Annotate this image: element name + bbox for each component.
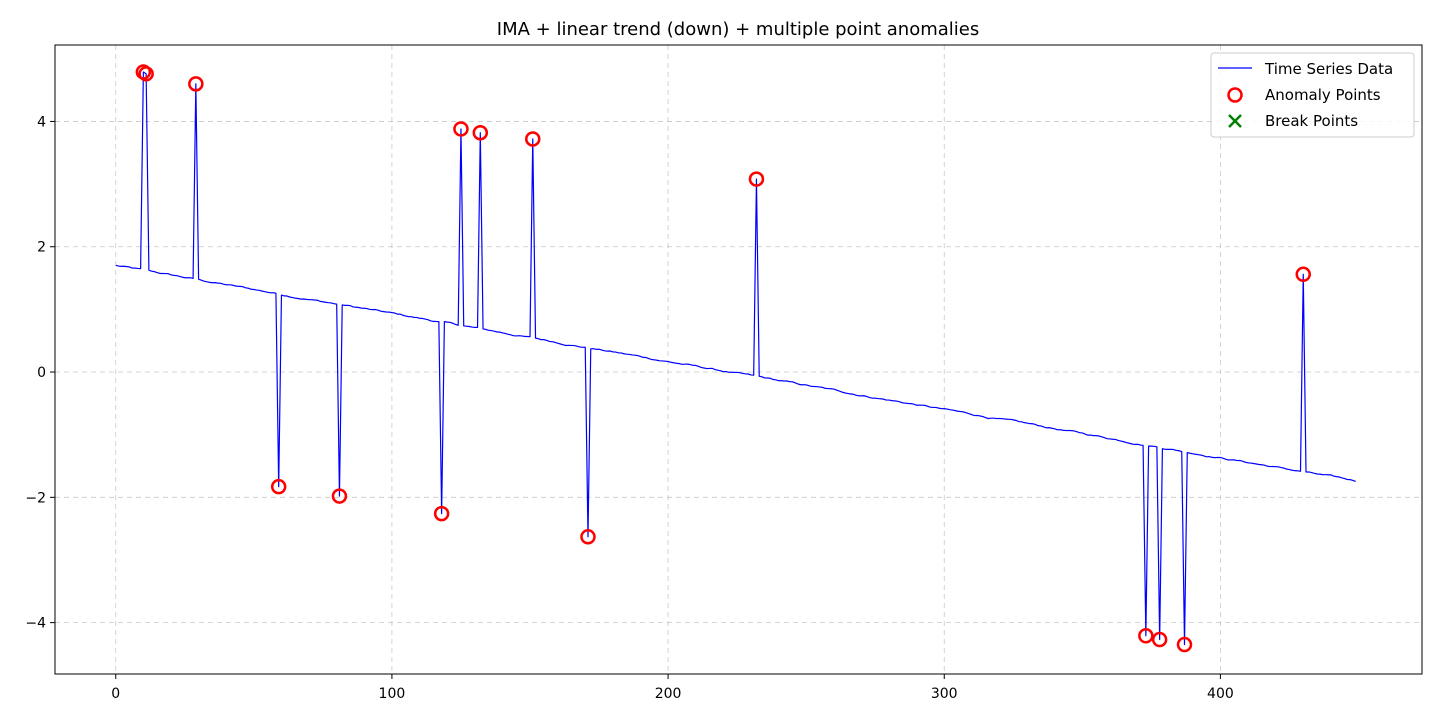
anomaly-point <box>453 121 469 137</box>
x-tick-label: 300 <box>931 686 958 702</box>
anomaly-point <box>331 488 348 504</box>
axis-ticks: 0 100 200 300 400 −4 −2 0 2 4 <box>25 114 1233 702</box>
anomaly-point <box>433 505 450 522</box>
y-tick-label: 4 <box>37 114 46 130</box>
anomaly-point <box>1138 628 1154 644</box>
anomaly-points-layer <box>135 64 1312 653</box>
anomaly-point <box>1151 631 1168 648</box>
y-tick-label: −4 <box>25 616 46 632</box>
legend-anomaly-swatch <box>1227 87 1243 103</box>
anomaly-point <box>1176 636 1193 653</box>
legend-break-swatch <box>1228 114 1242 128</box>
plot-frame <box>54 44 1423 675</box>
x-tick-label: 200 <box>655 686 682 702</box>
anomaly-point <box>138 66 154 82</box>
x-tick-label: 100 <box>379 686 406 702</box>
anomaly-point <box>1295 266 1312 283</box>
anomaly-point <box>188 76 204 92</box>
series-line-layer <box>115 71 1356 646</box>
series-line-time-series <box>115 71 1356 646</box>
legend-entry-anomaly-points: Anomaly Points <box>1265 86 1381 104</box>
legend-entry-time-series: Time Series Data <box>1264 60 1393 78</box>
y-tick-label: −2 <box>25 490 46 506</box>
grid-lines <box>55 45 1422 674</box>
legend: Time Series Data Anomaly Points Break Po… <box>1210 52 1415 138</box>
anomaly-point <box>748 171 765 187</box>
anomaly-point <box>525 131 541 147</box>
anomaly-point <box>580 529 596 545</box>
legend-entry-break-points: Break Points <box>1265 112 1358 130</box>
x-tick-label: 400 <box>1207 686 1234 702</box>
anomaly-point <box>270 478 287 495</box>
legend-box <box>1210 52 1415 138</box>
y-tick-label: 2 <box>37 240 46 256</box>
y-tick-label: 0 <box>37 365 46 381</box>
chart-title: IMA + linear trend (down) + multiple poi… <box>497 19 979 40</box>
x-tick-label: 0 <box>111 686 120 702</box>
anomaly-point <box>472 124 489 141</box>
